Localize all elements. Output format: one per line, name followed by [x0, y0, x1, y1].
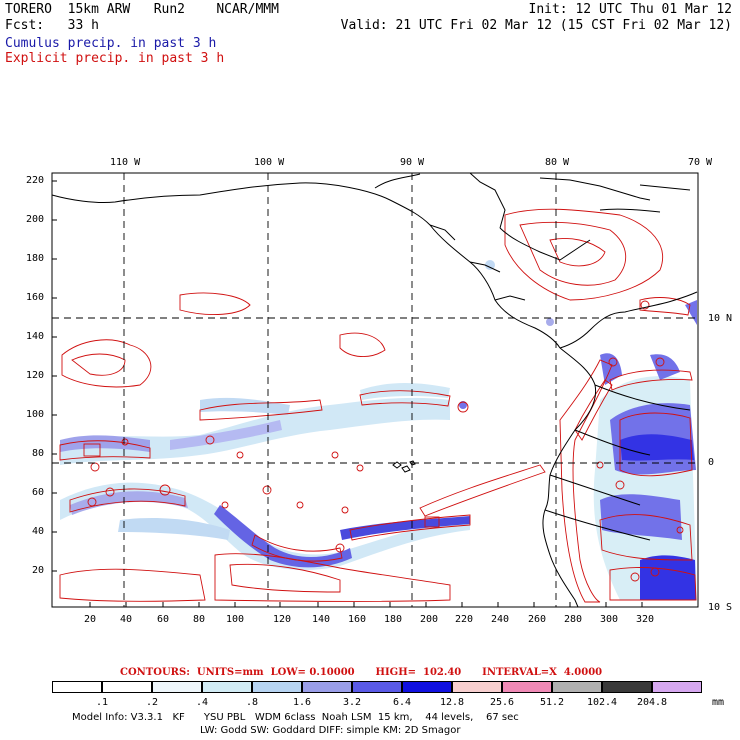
- cumulus-precip-shading: [60, 260, 697, 600]
- colorbar-value: .4: [195, 697, 209, 708]
- lat-label-equator: 0: [708, 457, 715, 468]
- y-tick: 60: [32, 487, 45, 498]
- x-tick: 300: [600, 614, 619, 625]
- y-tick: 100: [26, 409, 45, 420]
- colorbar-swatch: [602, 681, 652, 693]
- colorbar-value: 6.4: [392, 697, 412, 708]
- colorbar-swatch: [552, 681, 602, 693]
- model-physics: LW: Godd SW: Goddard DIFF: simple KM: 2D…: [200, 725, 461, 736]
- model-info: Model Info: V3.3.1 KF YSU PBL WDM 6class…: [72, 712, 519, 723]
- header-forecast-hour: Fcst: 33 h: [5, 18, 99, 33]
- header-init-time: Init: 12 UTC Thu 01 Mar 12: [528, 2, 733, 17]
- colorbar-swatch: [652, 681, 702, 693]
- x-tick: 220: [455, 614, 474, 625]
- y-tick: 40: [32, 526, 45, 537]
- x-tick: 260: [528, 614, 547, 625]
- x-tick: 200: [420, 614, 439, 625]
- y-tick: 140: [26, 331, 45, 342]
- colorbar-value: 51.2: [539, 697, 565, 708]
- colorbar-swatch: [502, 681, 552, 693]
- x-tick: 320: [636, 614, 655, 625]
- header-model-title: TORERO 15km ARW Run2 NCAR/MMM: [5, 2, 279, 17]
- colorbar-value: 25.6: [489, 697, 515, 708]
- axis-ticks: [52, 180, 643, 607]
- x-tick: 20: [84, 614, 97, 625]
- lon-label-110w: 110 W: [110, 157, 141, 168]
- y-tick: 180: [26, 253, 45, 264]
- colorbar-swatch: [102, 681, 152, 693]
- colorbar-value: .2: [145, 697, 159, 708]
- coastlines: [51, 172, 698, 608]
- lat-lon-grid: [52, 173, 698, 607]
- lon-label-70w: 70 W: [688, 157, 713, 168]
- x-tick: 100: [226, 614, 245, 625]
- y-tick: 120: [26, 370, 45, 381]
- y-tick: 200: [26, 214, 45, 225]
- explicit-precip-contours: [59, 208, 697, 603]
- colorbar-swatch: [202, 681, 252, 693]
- x-tick: 60: [157, 614, 170, 625]
- x-tick: 80: [193, 614, 206, 625]
- colorbar-swatch: [452, 681, 502, 693]
- contours-info: CONTOURS: UNITS=mm LOW= 0.10000 HIGH= 10…: [120, 667, 603, 678]
- colorbar-swatch: [152, 681, 202, 693]
- field-cumulus-label: Cumulus precip. in past 3 h: [5, 36, 217, 51]
- colorbar-value: .8: [245, 697, 259, 708]
- x-tick: 40: [120, 614, 133, 625]
- y-tick: 160: [26, 292, 45, 303]
- x-tick: 160: [348, 614, 367, 625]
- lat-label-10s: 10 S: [708, 602, 733, 613]
- colorbar-value: .1: [95, 697, 109, 708]
- colorbar-value: 204.8: [636, 697, 668, 708]
- x-tick: 140: [312, 614, 331, 625]
- lat-label-10n: 10 N: [708, 313, 733, 324]
- x-tick: 180: [384, 614, 403, 625]
- colorbar-value: 1.6: [292, 697, 312, 708]
- x-tick: 120: [273, 614, 292, 625]
- colorbar-swatch: [402, 681, 452, 693]
- colorbar-unit: mm: [712, 697, 725, 708]
- colorbar-value: 3.2: [342, 697, 362, 708]
- field-explicit-label: Explicit precip. in past 3 h: [5, 51, 225, 66]
- colorbar-swatch: [352, 681, 402, 693]
- lon-label-100w: 100 W: [254, 157, 285, 168]
- header-valid-time: Valid: 21 UTC Fri 02 Mar 12 (15 CST Fri …: [340, 18, 732, 33]
- y-tick: 220: [26, 175, 45, 186]
- colorbar-value: 12.8: [439, 697, 465, 708]
- lon-label-90w: 90 W: [400, 157, 425, 168]
- x-tick: 280: [564, 614, 583, 625]
- lon-label-80w: 80 W: [545, 157, 570, 168]
- colorbar-value: 102.4: [586, 697, 618, 708]
- x-tick: 240: [491, 614, 510, 625]
- y-tick: 80: [32, 448, 45, 459]
- colorbar-swatch: [52, 681, 102, 693]
- colorbar-swatch: [252, 681, 302, 693]
- colorbar-swatch: [302, 681, 352, 693]
- y-tick: 20: [32, 565, 45, 576]
